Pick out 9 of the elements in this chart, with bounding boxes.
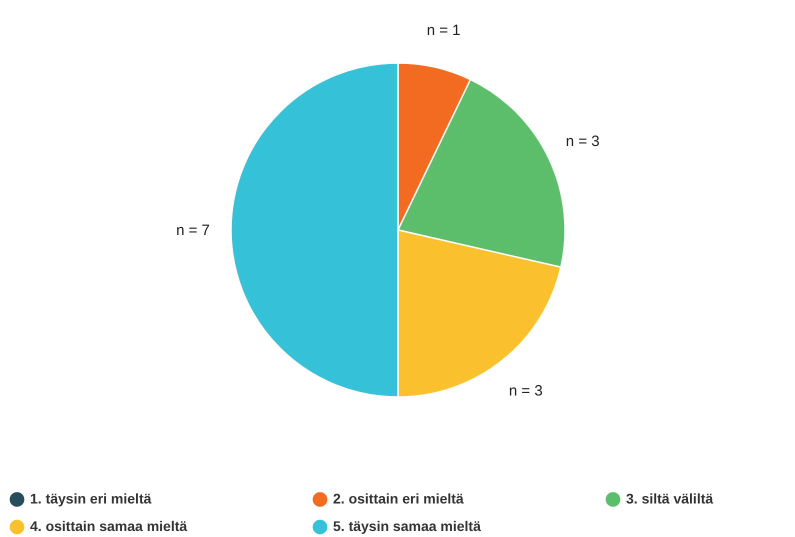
legend-label: 3. siltä väliltä xyxy=(626,490,714,506)
data-label: n = 3 xyxy=(508,382,543,400)
legend-label: 2. osittain eri mieltä xyxy=(333,490,464,506)
data-label: n = 7 xyxy=(176,222,210,239)
legend-label: 5. täysin samaa mieltä xyxy=(333,518,482,534)
data-label: n = 1 xyxy=(426,22,461,40)
data-label: n = 3 xyxy=(566,133,600,150)
legend-label: 4. osittain samaa mieltä xyxy=(30,518,188,534)
legend-label: 1. täysin eri mieltä xyxy=(30,490,152,506)
